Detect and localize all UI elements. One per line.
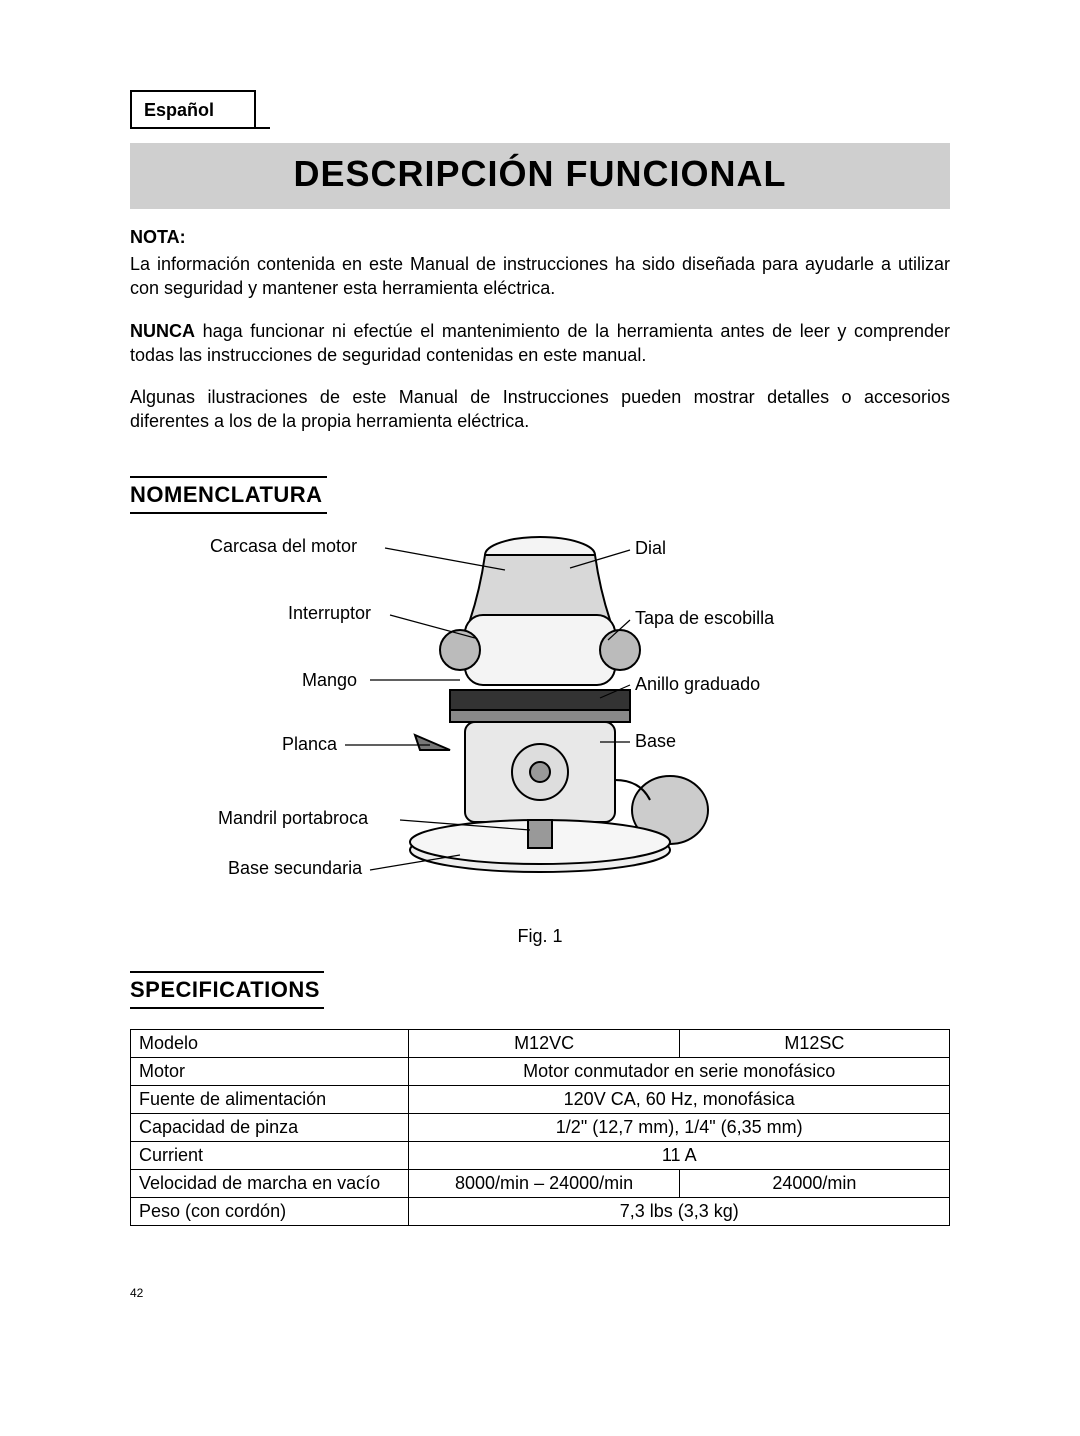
spec-label: Peso (con cordón) (131, 1197, 409, 1225)
spec-value: 11 A (409, 1141, 950, 1169)
page-number: 42 (130, 1286, 950, 1300)
nunca-emphasis: NUNCA (130, 321, 195, 341)
nomenclature-diagram: Carcasa del motor Interruptor Mango Plan… (130, 520, 950, 920)
intro-paragraph-3: Algunas ilustraciones de este Manual de … (130, 385, 950, 434)
label-mango: Mango (302, 670, 357, 691)
spec-label: Motor (131, 1057, 409, 1085)
table-row: Velocidad de marcha en vacío 8000/min – … (131, 1169, 950, 1197)
label-interruptor: Interruptor (288, 603, 371, 624)
page-title: DESCRIPCIÓN FUNCIONAL (130, 143, 950, 209)
table-row: Currient 11 A (131, 1141, 950, 1169)
spec-value: 8000/min – 24000/min (409, 1169, 679, 1197)
spec-value: 7,3 lbs (3,3 kg) (409, 1197, 950, 1225)
spec-label: Capacidad de pinza (131, 1113, 409, 1141)
table-row: Capacidad de pinza 1/2" (12,7 mm), 1/4" … (131, 1113, 950, 1141)
intro-paragraph-2-rest: haga funcionar ni efectúe el mantenimien… (130, 321, 950, 365)
label-dial: Dial (635, 538, 666, 559)
table-row: Peso (con cordón) 7,3 lbs (3,3 kg) (131, 1197, 950, 1225)
spec-value: M12SC (679, 1029, 949, 1057)
spec-label: Fuente de alimentación (131, 1085, 409, 1113)
spec-value: M12VC (409, 1029, 679, 1057)
specifications-table: Modelo M12VC M12SC Motor Motor conmutado… (130, 1029, 950, 1226)
table-row: Motor Motor conmutador en serie monofási… (131, 1057, 950, 1085)
spec-label: Currient (131, 1141, 409, 1169)
intro-paragraph-1: La información contenida en este Manual … (130, 252, 950, 301)
intro-paragraph-2: NUNCA haga funcionar ni efectúe el mante… (130, 319, 950, 368)
label-base: Base (635, 731, 676, 752)
section-heading-specifications: SPECIFICATIONS (130, 971, 324, 1009)
spec-value: 120V CA, 60 Hz, monofásica (409, 1085, 950, 1113)
nota-label: NOTA: (130, 227, 950, 248)
figure-caption: Fig. 1 (130, 926, 950, 947)
spec-value: Motor conmutador en serie monofásico (409, 1057, 950, 1085)
section-heading-nomenclatura: NOMENCLATURA (130, 476, 327, 514)
label-base-secundaria: Base secundaria (228, 858, 362, 879)
table-row: Modelo M12VC M12SC (131, 1029, 950, 1057)
spec-label: Modelo (131, 1029, 409, 1057)
label-planca: Planca (282, 734, 337, 755)
label-mandril: Mandril portabroca (218, 808, 368, 829)
table-row: Fuente de alimentación 120V CA, 60 Hz, m… (131, 1085, 950, 1113)
label-tapa: Tapa de escobilla (635, 608, 774, 629)
label-carcasa: Carcasa del motor (210, 536, 357, 557)
spec-value: 1/2" (12,7 mm), 1/4" (6,35 mm) (409, 1113, 950, 1141)
language-tab-label: Español (130, 90, 256, 129)
language-tab: Español (130, 90, 950, 129)
spec-label: Velocidad de marcha en vacío (131, 1169, 409, 1197)
label-anillo: Anillo graduado (635, 674, 760, 695)
spec-value: 24000/min (679, 1169, 949, 1197)
